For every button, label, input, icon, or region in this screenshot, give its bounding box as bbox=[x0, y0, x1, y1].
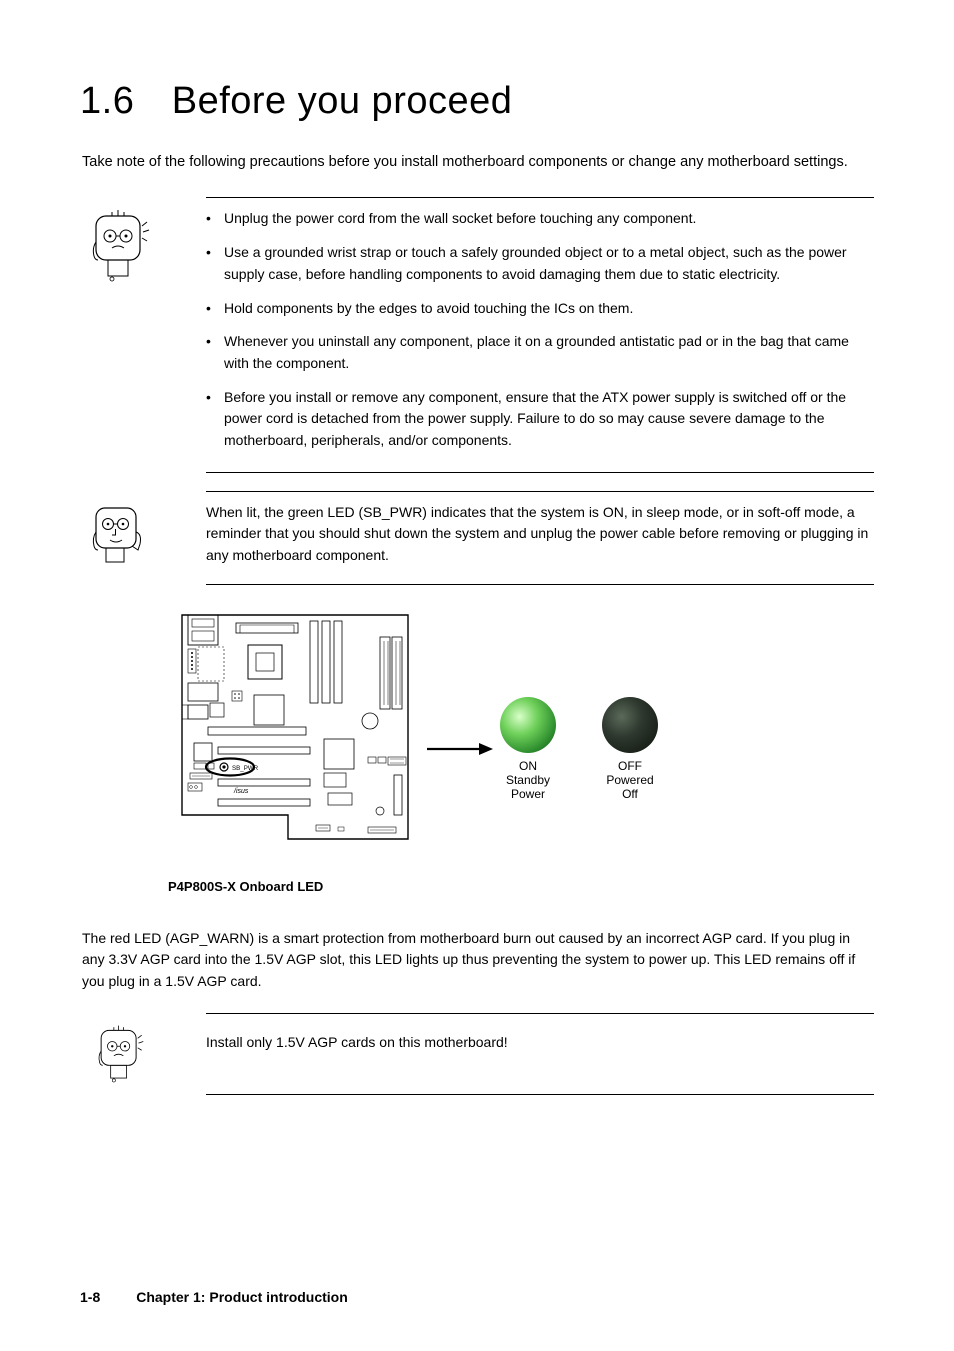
motherboard-schematic: /isus SB_PWR bbox=[170, 603, 420, 853]
bottom-warning-text: Install only 1.5V AGP cards on this moth… bbox=[206, 1024, 874, 1054]
led-on-sub2: Power bbox=[500, 787, 556, 801]
note-icon bbox=[90, 502, 146, 576]
caution-icon bbox=[90, 208, 152, 286]
led-off-sub1: Powered bbox=[602, 773, 658, 787]
caution-block: Unplug the power cord from the wall sock… bbox=[80, 208, 874, 463]
svg-text:/isus: /isus bbox=[233, 788, 249, 795]
arrow-icon bbox=[425, 739, 495, 759]
divider bbox=[206, 1094, 874, 1095]
divider bbox=[206, 1013, 874, 1014]
sbpwr-label: SB_PWR bbox=[232, 765, 259, 772]
divider bbox=[206, 472, 874, 473]
caution-item: Before you install or remove any compone… bbox=[206, 387, 874, 452]
section-number: 1.6 bbox=[80, 80, 134, 123]
led-off-sub2: Off bbox=[602, 787, 658, 801]
section-heading: 1.6 Before you proceed bbox=[80, 80, 874, 123]
led-off-circle bbox=[602, 697, 658, 753]
led-on-label: ON bbox=[500, 759, 556, 773]
led-on-indicator: ON Standby Power bbox=[500, 697, 556, 801]
page-footer: 1-8 Chapter 1: Product introduction bbox=[80, 1289, 874, 1305]
agp-warn-paragraph: The red LED (AGP_WARN) is a smart protec… bbox=[82, 928, 874, 993]
led-off-indicator: OFF Powered Off bbox=[602, 697, 658, 801]
led-note-text: When lit, the green LED (SB_PWR) indicat… bbox=[206, 502, 874, 567]
led-off-label: OFF bbox=[602, 759, 658, 773]
divider bbox=[206, 491, 874, 492]
section-title: Before you proceed bbox=[172, 80, 513, 123]
bottom-warning-block: Install only 1.5V AGP cards on this moth… bbox=[80, 1024, 874, 1086]
footer-chapter-title: Chapter 1: Product introduction bbox=[136, 1289, 348, 1305]
caution-item: Whenever you uninstall any component, pl… bbox=[206, 331, 874, 374]
caution-item: Use a grounded wrist strap or touch a sa… bbox=[206, 242, 874, 285]
footer-page-number: 1-8 bbox=[80, 1289, 100, 1305]
intro-paragraph: Take note of the following precautions b… bbox=[82, 151, 874, 173]
diagram-caption: P4P800S-X Onboard LED bbox=[168, 879, 874, 894]
led-on-circle bbox=[500, 697, 556, 753]
led-note-block: When lit, the green LED (SB_PWR) indicat… bbox=[80, 502, 874, 576]
caution-item: Hold components by the edges to avoid to… bbox=[206, 298, 874, 320]
led-on-sub1: Standby bbox=[500, 773, 556, 787]
caution-icon bbox=[90, 1024, 152, 1086]
divider bbox=[206, 197, 874, 198]
onboard-led-diagram: /isus SB_PWR ON bbox=[170, 603, 874, 853]
caution-item: Unplug the power cord from the wall sock… bbox=[206, 208, 874, 230]
caution-list: Unplug the power cord from the wall sock… bbox=[206, 208, 874, 451]
divider bbox=[206, 584, 874, 585]
